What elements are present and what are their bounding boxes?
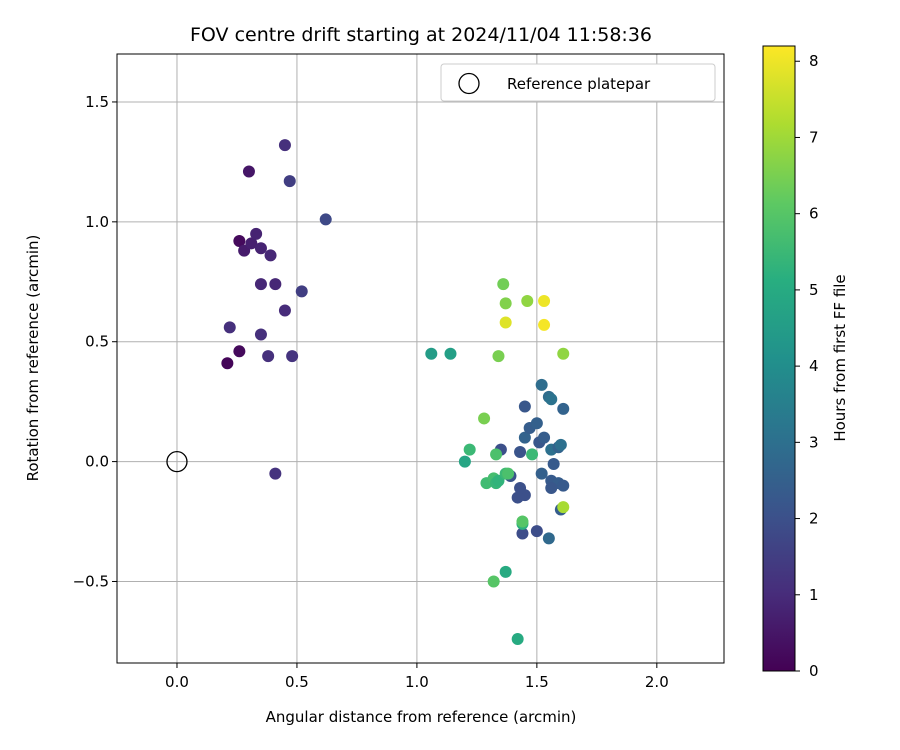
data-point — [514, 446, 527, 459]
data-point — [286, 350, 299, 363]
colorbar-tick-label: 4 — [809, 357, 819, 375]
data-point — [514, 481, 527, 494]
x-tick-label: 0.5 — [285, 673, 309, 691]
data-point — [518, 400, 531, 413]
data-point — [499, 316, 512, 329]
data-point — [535, 467, 548, 480]
data-point — [499, 565, 512, 578]
data-point — [518, 431, 531, 444]
data-point — [254, 242, 267, 255]
x-axis-label: Angular distance from reference (arcmin) — [266, 708, 577, 726]
data-point — [547, 457, 560, 470]
data-point — [458, 455, 471, 468]
data-point — [223, 321, 236, 334]
data-point — [245, 237, 258, 250]
data-point — [538, 294, 551, 307]
colorbar-gradient — [762, 45, 796, 672]
data-point — [490, 448, 503, 461]
data-point — [499, 297, 512, 310]
data-point — [535, 378, 548, 391]
data-point — [233, 235, 246, 248]
data-point — [269, 467, 282, 480]
data-point — [511, 633, 524, 646]
data-point — [283, 175, 296, 188]
y-tick-label: 1.5 — [85, 93, 109, 111]
data-point — [538, 431, 551, 444]
data-points — [221, 139, 570, 646]
plot-area-frame — [116, 53, 725, 664]
legend: Reference platepar — [440, 63, 716, 102]
y-tick-label: 0.5 — [85, 333, 109, 351]
data-point — [254, 328, 267, 341]
data-point — [425, 347, 438, 360]
x-tick-label: 1.0 — [405, 673, 429, 691]
data-point — [492, 350, 505, 363]
colorbar-ticks: 0 1 2 3 4 5 6 7 8 — [795, 52, 819, 680]
data-point — [554, 438, 567, 451]
colorbar-tick-label: 8 — [809, 52, 819, 70]
x-tick-label: 1.5 — [525, 673, 549, 691]
data-point — [463, 443, 476, 456]
data-point — [557, 479, 570, 492]
chart-title: FOV centre drift starting at 2024/11/04 … — [190, 24, 652, 46]
y-tick-label: 0.0 — [85, 453, 109, 471]
data-point — [319, 213, 332, 226]
x-axis-ticks: 0.0 0.5 1.0 1.5 2.0 — [165, 663, 669, 691]
data-point — [545, 393, 558, 406]
colorbar-tick-label: 0 — [809, 662, 819, 680]
data-point — [487, 575, 500, 588]
data-point — [444, 347, 457, 360]
data-point — [478, 412, 491, 425]
data-point — [530, 525, 543, 538]
legend-box — [440, 63, 716, 102]
data-point — [545, 481, 558, 494]
data-point — [497, 278, 510, 291]
colorbar-tick-label: 5 — [809, 281, 819, 299]
colorbar-tick-label: 7 — [809, 128, 819, 146]
data-point — [242, 165, 255, 178]
data-point — [542, 532, 555, 545]
legend-label: Reference platepar — [507, 75, 651, 93]
data-point — [557, 501, 570, 514]
data-point — [262, 350, 275, 363]
data-point — [538, 318, 551, 331]
reference-platepar-marker — [166, 450, 188, 473]
legend-reference-icon — [458, 72, 480, 95]
data-point — [264, 249, 277, 262]
data-point — [526, 448, 539, 461]
x-tick-label: 2.0 — [645, 673, 669, 691]
colorbar-tick-label: 2 — [809, 510, 819, 528]
data-point — [521, 294, 534, 307]
data-point — [221, 357, 234, 370]
data-point — [254, 278, 267, 291]
data-point — [278, 304, 291, 317]
y-axis-ticks: −0.5 0.0 0.5 1.0 1.5 — [73, 93, 117, 590]
data-point — [530, 417, 543, 430]
colorbar-label: Hours from first FF file — [831, 274, 849, 441]
x-tick-label: 0.0 — [165, 673, 189, 691]
plot-area-background — [117, 54, 724, 663]
data-point — [502, 467, 515, 480]
colorbar: 0 1 2 3 4 5 6 7 8 Hours from first FF file — [762, 45, 849, 680]
grid-lines — [117, 54, 724, 663]
y-axis-label: Rotation from reference (arcmin) — [24, 235, 42, 482]
data-point — [557, 402, 570, 415]
data-point — [295, 285, 308, 298]
data-point — [233, 345, 246, 358]
data-point — [516, 515, 529, 528]
data-point — [269, 278, 282, 291]
data-point — [557, 347, 570, 360]
data-point — [516, 527, 529, 540]
y-tick-label: −0.5 — [73, 572, 109, 590]
colorbar-tick-label: 6 — [809, 205, 819, 223]
data-point — [278, 139, 291, 152]
colorbar-tick-label: 3 — [809, 433, 819, 451]
data-point — [250, 227, 263, 240]
y-tick-label: 1.0 — [85, 213, 109, 231]
colorbar-tick-label: 1 — [809, 586, 819, 604]
